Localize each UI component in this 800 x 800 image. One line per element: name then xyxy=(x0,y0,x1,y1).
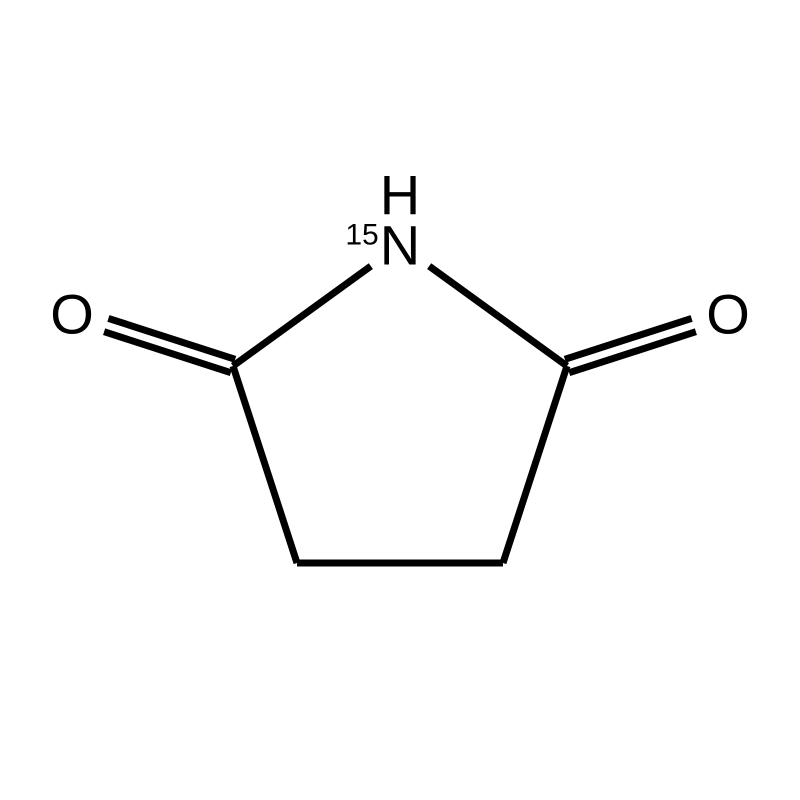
bond-single xyxy=(233,266,371,366)
molecule-diagram: N15HOO xyxy=(0,0,800,800)
bond-single xyxy=(503,366,567,563)
bonds-group xyxy=(104,266,696,563)
bond-single xyxy=(233,366,297,563)
atom-label-O: O xyxy=(706,283,750,346)
isotope-label: 15 xyxy=(345,218,378,251)
atom-label-O: O xyxy=(50,283,94,346)
bond-single xyxy=(429,266,567,366)
atom-labels-group: N15HOO xyxy=(50,164,750,346)
atom-label-H: H xyxy=(380,164,420,227)
